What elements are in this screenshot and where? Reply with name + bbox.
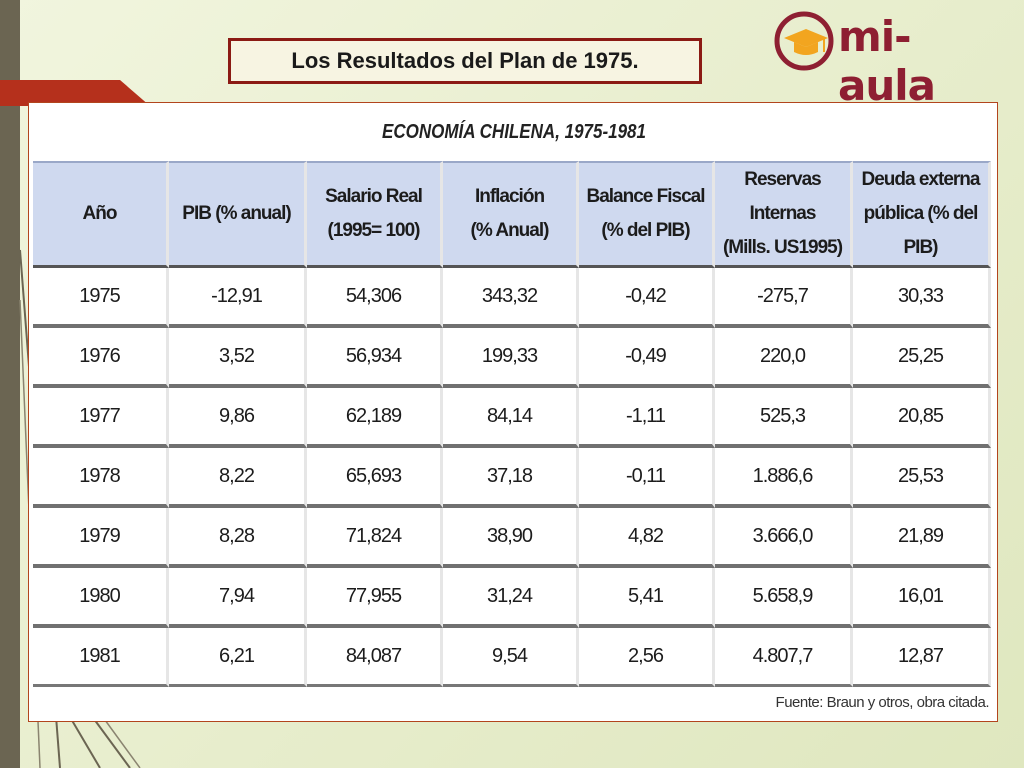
table-cell: 5.658,9 (715, 568, 853, 628)
table-cell: 1975 (33, 268, 169, 328)
document-image: ECONOMÍA CHILENA, 1975-1981 Año PIB (% an… (28, 102, 998, 722)
table-cell: 1980 (33, 568, 169, 628)
table-cell: 84,14 (443, 388, 579, 448)
table-body: 1975 -12,91 54,306 343,32 -0,42 -275,7 30,33 19… (33, 268, 991, 687)
table-cell: 7,94 (169, 568, 307, 628)
table-cell: 38,90 (443, 508, 579, 568)
table-cell: -0,49 (579, 328, 715, 388)
table-cell: 16,01 (853, 568, 991, 628)
table-cell: 5,41 (579, 568, 715, 628)
table-cell: 84,087 (307, 628, 443, 687)
table-cell: 56,934 (307, 328, 443, 388)
table-cell: 21,89 (853, 508, 991, 568)
table-row: 1975 -12,91 54,306 343,32 -0,42 -275,7 30,33 (33, 268, 991, 328)
table-cell: 25,53 (853, 448, 991, 508)
column-header-line: Salario Real (325, 186, 423, 207)
slide-title-box: Los Resultados del Plan de 1975. (228, 38, 702, 84)
column-header: Balance Fiscal (% del PIB) (579, 161, 715, 268)
table-cell: 199,33 (443, 328, 579, 388)
red-accent-tab (0, 80, 150, 106)
table-cell: 12,87 (853, 628, 991, 687)
document-title: ECONOMÍA CHILENA, 1975-1981 (382, 121, 646, 143)
graduation-cap-icon (774, 11, 834, 71)
column-header-line: Inflación (474, 186, 545, 207)
table-cell: 54,306 (307, 268, 443, 328)
column-header-line: Deuda externa (861, 169, 981, 190)
table-cell: -0,11 (579, 448, 715, 508)
table-cell: 71,824 (307, 508, 443, 568)
table-cell: 31,24 (443, 568, 579, 628)
table-cell: 25,25 (853, 328, 991, 388)
slide-title: Los Resultados del Plan de 1975. (291, 48, 639, 73)
table-row: 1980 7,94 77,955 31,24 5,41 5.658,9 16,01 (33, 568, 991, 628)
column-header-line: (% del PIB) (601, 220, 690, 241)
logo-text: mi-aula (838, 12, 936, 110)
table-cell: 525,3 (715, 388, 853, 448)
table-cell: 3,52 (169, 328, 307, 388)
table-cell: 2,56 (579, 628, 715, 687)
column-header: Deuda externa pública (% del PIB) (853, 161, 991, 268)
table-row: 1977 9,86 62,189 84,14 -1,11 525,3 20,85 (33, 388, 991, 448)
table-cell: -275,7 (715, 268, 853, 328)
column-header-line: PIB (% anual) (182, 203, 291, 224)
table-cell: 4.807,7 (715, 628, 853, 687)
table-row: 1979 8,28 71,824 38,90 4,82 3.666,0 21,89 (33, 508, 991, 568)
table-row: 1976 3,52 56,934 199,33 -0,49 220,0 25,25 (33, 328, 991, 388)
column-header-line: Balance Fiscal (586, 186, 705, 207)
table-cell: 1979 (33, 508, 169, 568)
column-header-line: (% Anual) (470, 220, 550, 241)
column-header-line: (1995= 100) (327, 220, 421, 241)
column-header: Reservas Internas (Mills. US1995) (715, 161, 853, 268)
table-cell: 3.666,0 (715, 508, 853, 568)
column-header: Año (33, 161, 169, 268)
table-cell: 1.886,6 (715, 448, 853, 508)
source-note: Fuente: Braun y otros, obra citada. (775, 694, 990, 711)
column-header: PIB (% anual) (169, 161, 307, 268)
column-header: Inflación (% Anual) (443, 161, 579, 268)
table-cell: 77,955 (307, 568, 443, 628)
table-cell: -0,42 (579, 268, 715, 328)
table-cell: 37,18 (443, 448, 579, 508)
table-cell: 9,86 (169, 388, 307, 448)
table-cell: 1976 (33, 328, 169, 388)
table-cell: 8,28 (169, 508, 307, 568)
table-cell: 9,54 (443, 628, 579, 687)
column-header-line: pública (% del PIB) (863, 203, 979, 258)
economy-table: Año PIB (% anual) Salario Real (1995= 100) I… (33, 161, 991, 687)
table-cell: 8,22 (169, 448, 307, 508)
table-cell: 65,693 (307, 448, 443, 508)
table-cell: -12,91 (169, 268, 307, 328)
table-cell: -1,11 (579, 388, 715, 448)
logo: mi-aula (772, 10, 1002, 110)
table-cell: 220,0 (715, 328, 853, 388)
table-cell: 20,85 (853, 388, 991, 448)
left-accent-bar (0, 0, 20, 768)
table-row: 1981 6,21 84,087 9,54 2,56 4.807,7 12,87 (33, 628, 991, 687)
table-cell: 62,189 (307, 388, 443, 448)
column-header-line: (Mills. US1995) (722, 237, 843, 258)
table-cell: 1977 (33, 388, 169, 448)
table-cell: 4,82 (579, 508, 715, 568)
table-header-row: Año PIB (% anual) Salario Real (1995= 100) I… (33, 161, 991, 268)
column-header-line: Año (82, 203, 118, 224)
table-cell: 1978 (33, 448, 169, 508)
table-cell: 1981 (33, 628, 169, 687)
table-cell: 343,32 (443, 268, 579, 328)
table-cell: 30,33 (853, 268, 991, 328)
table-cell: 6,21 (169, 628, 307, 687)
table-row: 1978 8,22 65,693 37,18 -0,11 1.886,6 25,53 (33, 448, 991, 508)
column-header: Salario Real (1995= 100) (307, 161, 443, 268)
column-header-line: Reservas Internas (744, 169, 822, 224)
